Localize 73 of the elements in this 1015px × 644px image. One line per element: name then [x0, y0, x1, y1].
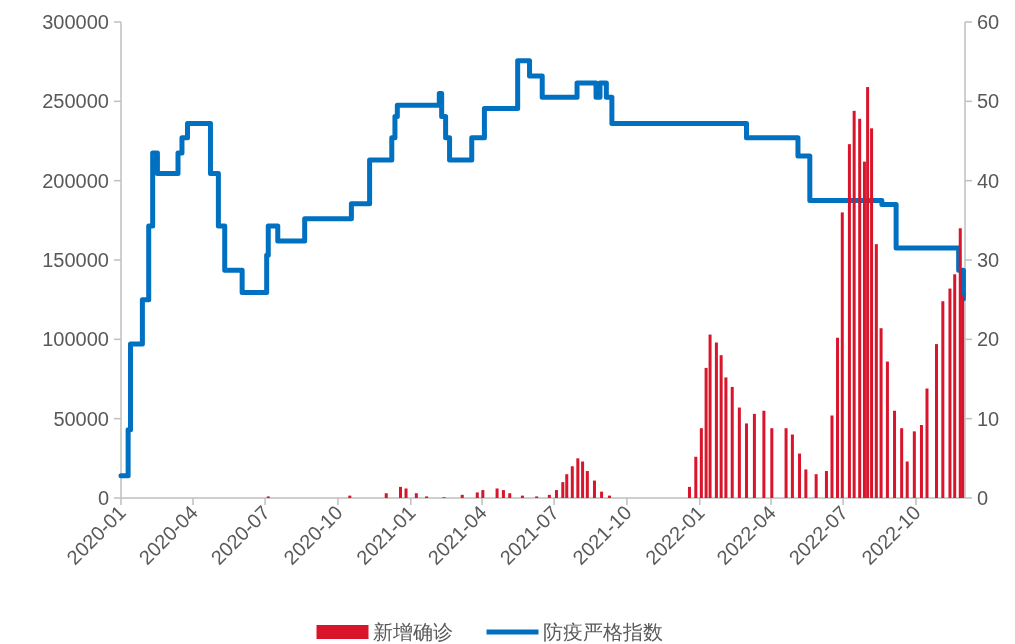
- bar: [790, 434, 794, 498]
- bar: [547, 494, 551, 498]
- bar: [798, 453, 802, 498]
- bar: [814, 474, 818, 498]
- bar: [858, 118, 862, 498]
- legend-label: 防疫严格指数: [542, 621, 663, 643]
- y2-tick-label: 40: [977, 169, 1000, 192]
- y-tick-label: 50000: [53, 407, 109, 430]
- bar: [900, 428, 904, 498]
- bar: [719, 355, 723, 498]
- bar: [694, 456, 698, 498]
- bar: [475, 492, 479, 498]
- bar: [600, 491, 604, 498]
- bar: [874, 244, 878, 498]
- y2-tick-label: 30: [977, 249, 1000, 271]
- y-tick-label: 300000: [42, 11, 109, 33]
- bar: [905, 461, 909, 498]
- bar: [824, 471, 828, 498]
- bar: [570, 466, 574, 498]
- bar: [554, 490, 558, 498]
- bar: [948, 288, 952, 498]
- bar: [384, 493, 388, 498]
- bar: [941, 301, 945, 498]
- bar: [852, 110, 856, 498]
- bar: [879, 328, 883, 498]
- bar: [919, 425, 923, 498]
- bar: [925, 388, 929, 498]
- bar: [744, 423, 748, 498]
- bar: [398, 486, 402, 498]
- bar: [708, 334, 712, 498]
- bar: [752, 413, 756, 498]
- y2-tick-label: 20: [977, 328, 1000, 351]
- bar: [687, 486, 691, 498]
- bar: [404, 488, 408, 498]
- bar: [501, 490, 505, 498]
- bar: [565, 474, 569, 498]
- bar: [508, 493, 512, 498]
- y2-tick-label: 60: [977, 11, 1000, 33]
- y2-tick-label: 50: [977, 90, 1000, 113]
- bar: [414, 493, 418, 498]
- y-tick-label: 250000: [42, 90, 109, 113]
- legend-label: 新增确诊: [372, 621, 453, 643]
- bar: [847, 144, 851, 498]
- bar: [714, 342, 718, 498]
- bar: [804, 469, 808, 498]
- bar: [866, 87, 870, 498]
- bar: [840, 212, 844, 498]
- bar: [893, 410, 897, 498]
- y2-tick-label: 0: [977, 487, 989, 509]
- bar: [830, 415, 834, 498]
- bar: [935, 344, 938, 498]
- bar: [581, 461, 585, 498]
- bar: [784, 428, 788, 498]
- bar: [912, 431, 916, 498]
- bar: [460, 494, 464, 498]
- y-tick-label: 0: [97, 487, 109, 509]
- bar: [585, 471, 589, 498]
- bar: [770, 428, 774, 498]
- y-tick-label: 150000: [42, 249, 109, 271]
- bar: [730, 386, 734, 498]
- bar: [495, 488, 499, 498]
- bar: [699, 428, 703, 498]
- bar: [762, 410, 766, 498]
- bar: [836, 337, 840, 498]
- bar: [885, 361, 889, 498]
- bar: [576, 458, 580, 498]
- bar: [737, 407, 741, 498]
- bar: [481, 490, 485, 498]
- bar: [953, 274, 957, 498]
- y2-tick-label: 10: [977, 407, 1000, 430]
- y-tick-label: 100000: [42, 328, 109, 351]
- bar: [592, 480, 596, 498]
- y-tick-label: 200000: [42, 169, 109, 192]
